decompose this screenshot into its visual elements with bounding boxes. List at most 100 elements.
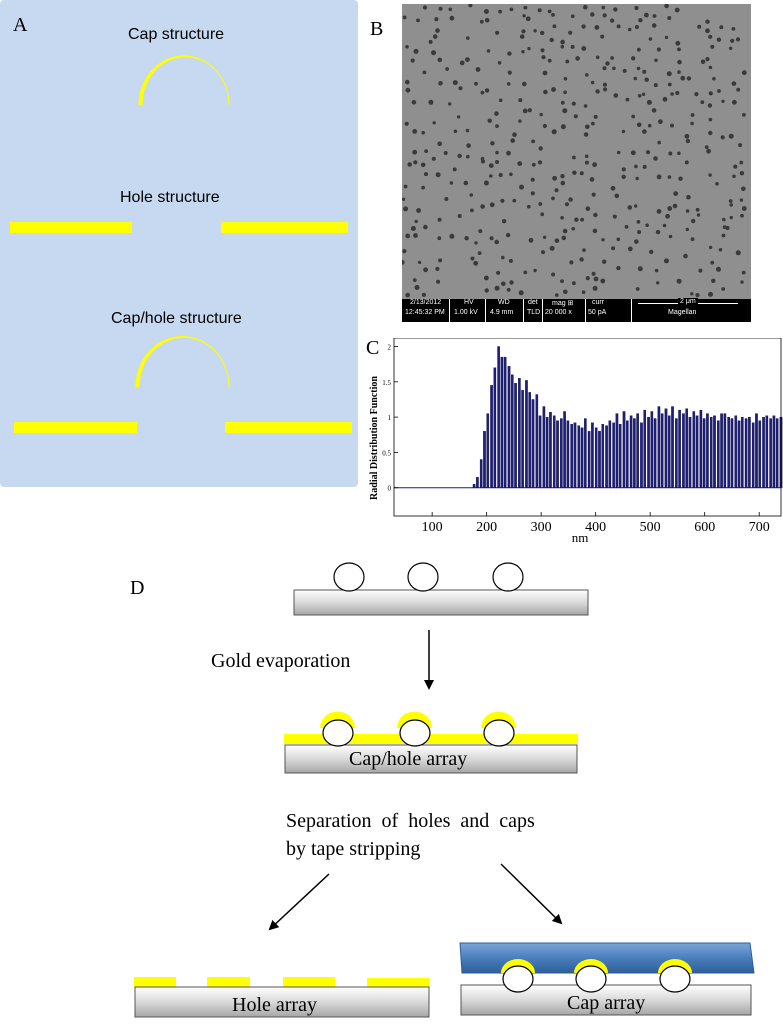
sem-pore	[508, 258, 513, 263]
sem-pore	[685, 209, 690, 213]
sem-pore	[484, 17, 490, 23]
sem-pore	[728, 199, 733, 203]
sem-pore	[735, 37, 741, 42]
cap-structure-label: Cap structure	[128, 26, 225, 43]
sem-pore	[437, 57, 443, 63]
sem-pore	[435, 266, 440, 271]
sem-pore	[422, 70, 427, 75]
sem-pore	[437, 236, 442, 241]
sem-pore	[541, 250, 545, 255]
rdf-bar	[657, 406, 661, 488]
sem-pore	[647, 123, 652, 128]
sem-pore	[517, 161, 523, 167]
cap-hole-structure-label: Cap/hole structure	[111, 310, 242, 327]
step2-gold-film	[284, 734, 578, 744]
sem-pore	[575, 56, 580, 61]
sem-pore	[656, 47, 661, 52]
sem-pore	[501, 219, 507, 224]
rdf-bar	[720, 413, 723, 488]
sem-pore	[591, 192, 596, 197]
sem-pore	[729, 203, 733, 207]
rdf-bar	[577, 425, 581, 488]
sem-pore	[495, 124, 499, 128]
sem-pore	[582, 248, 586, 252]
sem-pore	[670, 123, 674, 128]
sem-pore	[732, 174, 736, 179]
cap-array-group	[459, 942, 755, 1016]
sem-pore	[662, 223, 667, 228]
sem-pore	[583, 4, 588, 10]
sem-pore	[589, 177, 595, 182]
sem-pore	[739, 198, 744, 202]
sem-pore	[540, 48, 545, 53]
sem-pore	[739, 160, 744, 165]
sem-pore	[741, 206, 747, 211]
sem-pore	[432, 34, 438, 39]
rdf-bar	[566, 420, 570, 488]
sem-pore	[594, 25, 600, 30]
sem-pore	[457, 153, 462, 159]
sem-pore	[593, 212, 598, 218]
sem-pore	[435, 172, 441, 178]
sem-pore	[591, 271, 596, 276]
hole-gold-1	[134, 977, 176, 987]
sem-pore	[610, 18, 615, 23]
sem-pore	[637, 47, 641, 52]
sem-pore	[452, 80, 458, 86]
rdf-bar	[713, 415, 716, 488]
sem-pore	[498, 9, 502, 14]
sem-pore	[718, 248, 723, 252]
sem-pore	[633, 76, 638, 81]
rdf-bar	[497, 346, 500, 488]
sem-pore	[530, 191, 535, 196]
sem-pore	[571, 101, 576, 106]
sem-pore	[494, 239, 499, 245]
sem-pore	[705, 57, 710, 62]
rdf-bar	[612, 422, 615, 488]
sem-pore	[521, 29, 526, 34]
panel-b-letter: B	[370, 18, 384, 40]
sem-pore	[470, 256, 475, 261]
caphole-film-right	[225, 422, 352, 433]
panel-c-letter: C	[366, 337, 380, 359]
sem-pore	[466, 154, 470, 159]
sem-pore	[560, 279, 564, 283]
rdf-bar	[706, 413, 709, 488]
sem-pore	[525, 16, 531, 22]
sem-pore	[686, 194, 691, 200]
sem-pore	[469, 193, 474, 197]
step2-sphere-3	[483, 719, 515, 747]
rdf-bar	[640, 422, 643, 488]
rdf-ytick-label: 1.5	[382, 379, 391, 387]
sem-pore	[602, 82, 607, 87]
rdf-bar	[580, 427, 584, 488]
sem-pore	[562, 228, 568, 234]
sem-pore	[519, 184, 524, 190]
rdf-bar	[556, 420, 559, 488]
sem-pore	[616, 150, 621, 155]
sem-pore	[552, 24, 557, 29]
sem-pore	[683, 253, 688, 259]
sem-pore	[477, 251, 482, 256]
sem-pore	[464, 236, 469, 241]
sem-pore	[444, 197, 449, 201]
sem-pore	[512, 198, 517, 203]
sem-pore	[494, 111, 499, 116]
sem-pore	[405, 292, 410, 298]
rdf-bar	[775, 418, 779, 488]
sem-pore	[667, 206, 673, 211]
sem-pore	[708, 245, 713, 250]
sem-pore	[708, 291, 713, 297]
sem-pore	[452, 167, 457, 172]
sem-pore	[708, 34, 713, 39]
sem-pore	[602, 259, 607, 264]
panel-a: A Cap structure Hole structure Cap/hole …	[0, 0, 358, 487]
sem-pore	[601, 5, 606, 10]
sem-pore	[602, 66, 607, 71]
sem-pore	[542, 70, 548, 76]
sem-pore	[527, 204, 531, 209]
sem-image	[402, 4, 751, 322]
sem-pore	[465, 128, 470, 133]
sem-pore	[616, 265, 621, 271]
sem-pore	[432, 121, 436, 125]
